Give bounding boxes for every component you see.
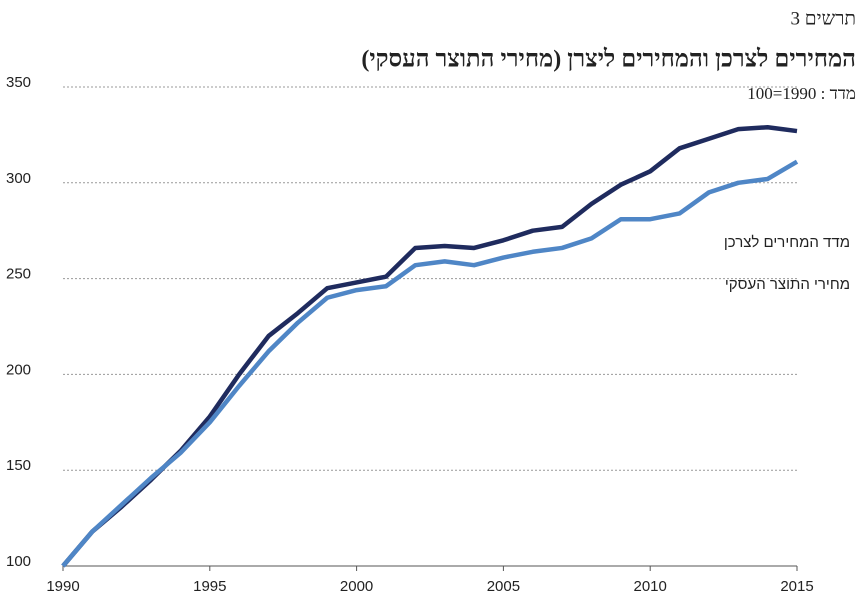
chart-title: המחירים לצרכן והמחירים ליצרן (מחירי התוצ… (361, 47, 856, 73)
x-tick-label: 1990 (46, 578, 79, 595)
x-tick-label: 2010 (634, 578, 667, 595)
x-tick-label: 2000 (340, 578, 373, 595)
x-tick-label: 2005 (487, 578, 520, 595)
y-tick-label: 300 (6, 170, 31, 187)
series-label: מחירי התוצר העסקי (725, 276, 850, 293)
chart-subtitle: מדד : 1990=100 (747, 84, 856, 103)
chart-label: תרשים 3 (791, 8, 856, 29)
series-line (61, 124, 798, 568)
series-label: מדד המחירים לצרכן (724, 234, 850, 251)
x-tick-label: 2015 (780, 578, 813, 595)
x-tick-label: 1995 (193, 578, 226, 595)
y-tick-label: 100 (6, 553, 31, 570)
y-tick-label: 250 (6, 266, 31, 283)
y-tick-label: 200 (6, 361, 31, 378)
y-tick-label: 150 (6, 457, 31, 474)
y-tick-label: 350 (6, 74, 31, 91)
series-line (61, 159, 799, 568)
